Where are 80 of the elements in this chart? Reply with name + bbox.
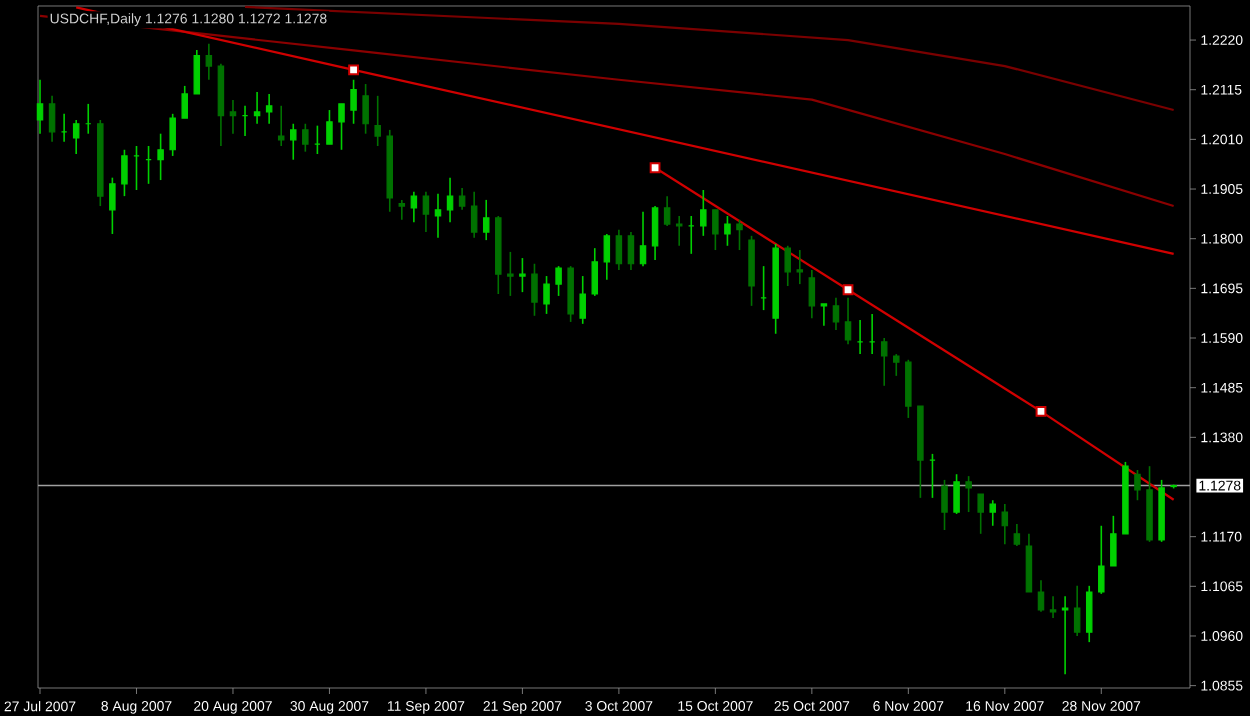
candlestick (157, 132, 164, 181)
candlestick (675, 215, 683, 247)
point (348, 64, 359, 76)
candlestick (615, 228, 623, 271)
candlestick (639, 210, 647, 267)
candlestick (253, 91, 261, 125)
candlestick (579, 275, 586, 325)
candlestick (422, 191, 430, 233)
candlestick (736, 218, 743, 251)
candlestick (724, 215, 731, 247)
candlestick (1001, 503, 1009, 546)
candlestick (893, 353, 900, 377)
candlestick (748, 235, 755, 307)
candlestick (591, 247, 599, 297)
candlestick (700, 189, 707, 237)
candlestick (1110, 515, 1117, 567)
candlestick (1085, 585, 1093, 643)
candlestick (470, 191, 478, 239)
candlestick (796, 249, 804, 285)
candlestick (712, 209, 719, 251)
candlestick (446, 176, 454, 223)
candlestick (290, 122, 297, 161)
candlestick (1013, 523, 1021, 547)
candlestick (808, 269, 816, 319)
candlestick (109, 176, 116, 235)
candlestick (434, 192, 442, 239)
candlestick (338, 103, 345, 151)
point (1035, 405, 1047, 417)
candlestick (1073, 585, 1081, 637)
candlestick (121, 148, 128, 197)
candlestick (181, 85, 188, 119)
candlestick (989, 499, 997, 527)
candlestick (977, 493, 984, 535)
candlestick (1134, 469, 1141, 502)
line-series (243, 5, 1175, 112)
candlestick (374, 95, 381, 147)
candlestick (362, 83, 369, 135)
candlestick (1025, 533, 1033, 593)
candlestick (1061, 595, 1069, 676)
candlestick (567, 265, 574, 323)
candlestick (48, 95, 56, 143)
candlestick (1049, 595, 1057, 619)
point (842, 284, 854, 296)
candlestick (531, 262, 538, 317)
candlestick (1098, 524, 1105, 595)
candlestick (663, 195, 671, 227)
candlestick (519, 257, 526, 293)
candlestick (302, 122, 309, 153)
candlestick (507, 251, 514, 297)
candlestick (72, 119, 80, 155)
candlestick (482, 199, 490, 241)
candlestick (905, 358, 912, 419)
candlestick (265, 93, 273, 125)
candlestick (326, 109, 333, 145)
candlestick (965, 475, 972, 513)
candlestick (832, 297, 840, 331)
point (649, 162, 661, 174)
line-series (38, 14, 1175, 208)
candlestick (193, 49, 201, 95)
candlestick (36, 78, 44, 135)
candlestick (603, 233, 611, 281)
candlestick (350, 78, 357, 125)
candlestick (1037, 579, 1045, 613)
candlestick (651, 205, 659, 261)
candlestick (627, 231, 635, 271)
candlestick (880, 337, 888, 387)
candlestick (555, 265, 562, 297)
candlestick (458, 187, 466, 211)
candlestick (784, 244, 791, 287)
candlestick (410, 191, 418, 223)
candlestick (169, 113, 176, 157)
candlestick (941, 479, 948, 531)
candlestick (398, 199, 406, 221)
candlestick (229, 99, 237, 135)
candlestick (953, 473, 960, 515)
candlestick (543, 275, 550, 315)
candlestick (277, 104, 285, 147)
candlestick (205, 43, 213, 81)
candlestick (844, 297, 852, 345)
candlestick (820, 303, 828, 327)
